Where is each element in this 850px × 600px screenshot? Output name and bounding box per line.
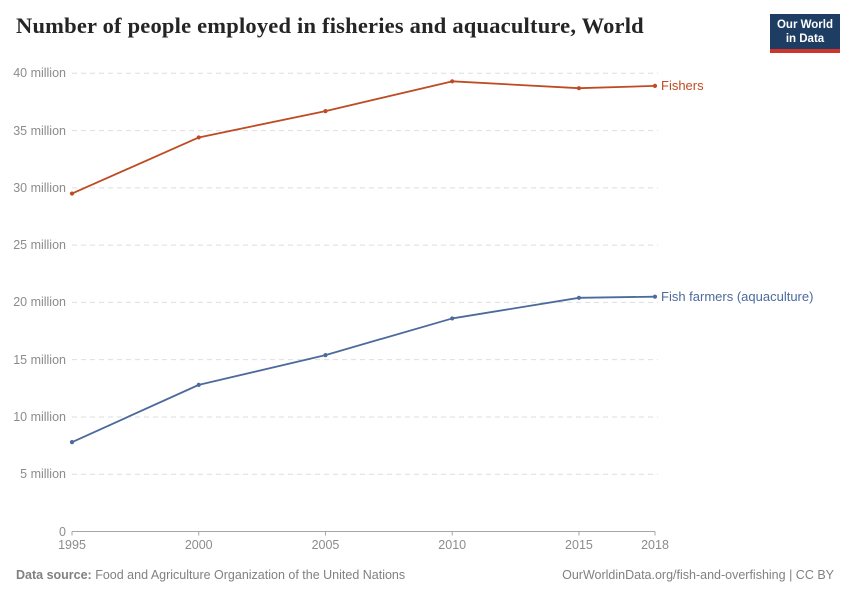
data-point-fish-farmers-aquaculture-1995[interactable] xyxy=(69,440,75,445)
page-title: Number of people employed in fisheries a… xyxy=(16,13,644,38)
x-axis-tick-label: 2018 xyxy=(641,538,669,552)
owid-logo-line1: Our World xyxy=(776,19,833,31)
data-source-name: Food and Agriculture Organization of the… xyxy=(95,568,406,582)
y-axis-tick-label: 0 xyxy=(59,524,66,539)
x-axis-tick-label: 2005 xyxy=(311,538,340,552)
x-axis-tick-label: 2015 xyxy=(565,538,593,552)
y-axis-tick-label: 5 million xyxy=(20,467,66,482)
data-point-fishers-2015[interactable] xyxy=(576,86,582,91)
series-line-fish-farmers-aquaculture[interactable] xyxy=(71,295,656,443)
data-point-fishers-2010[interactable] xyxy=(450,79,455,84)
owid-logo-line2: in Data xyxy=(785,33,825,45)
x-axis-tick-label: 2010 xyxy=(438,538,467,552)
series-line-fishers[interactable] xyxy=(71,80,656,195)
credit: OurWorldinData.org/fish-and-overfishing … xyxy=(562,567,834,584)
data-point-fish-farmers-aquaculture-2018[interactable] xyxy=(652,294,658,299)
data-point-fishers-2018[interactable] xyxy=(652,83,658,89)
x-axis-tick-label: 1995 xyxy=(58,538,86,552)
credit-link[interactable]: OurWorldinData.org/fish-and-overfishing xyxy=(562,568,786,582)
data-source: Data source: Food and Agriculture Organi… xyxy=(16,567,405,584)
y-axis-tick-label: 15 million xyxy=(13,352,66,367)
y-axis-tick-label: 20 million xyxy=(13,295,66,310)
chart-footer: Data source: Food and Agriculture Organi… xyxy=(16,567,834,584)
credit-separator: | xyxy=(785,568,796,582)
owid-logo[interactable]: Our World in Data xyxy=(770,14,840,53)
data-point-fish-farmers-aquaculture-2015[interactable] xyxy=(576,295,582,300)
series-label-fish-farmers-aquaculture[interactable]: Fish farmers (aquaculture) xyxy=(661,288,814,304)
y-axis-tick-label: 10 million xyxy=(13,409,66,424)
x-axis-tick-label: 2000 xyxy=(184,538,213,552)
credit-license[interactable]: CC BY xyxy=(795,568,834,582)
series-label-fishers[interactable]: Fishers xyxy=(661,77,704,93)
y-axis-tick-label: 30 million xyxy=(13,180,66,195)
data-source-label: Data source: xyxy=(16,568,92,582)
y-axis-tick-label: 40 million xyxy=(13,66,66,81)
data-point-fish-farmers-aquaculture-2005[interactable] xyxy=(323,352,328,358)
data-point-fishers-2005[interactable] xyxy=(323,109,328,114)
y-axis-tick-label: 35 million xyxy=(13,123,66,138)
data-point-fishers-1995[interactable] xyxy=(69,191,75,196)
data-point-fish-farmers-aquaculture-2010[interactable] xyxy=(450,316,455,321)
data-point-fishers-2000[interactable] xyxy=(196,135,201,140)
y-axis-tick-label: 25 million xyxy=(13,238,66,253)
data-point-fish-farmers-aquaculture-2000[interactable] xyxy=(196,382,201,387)
